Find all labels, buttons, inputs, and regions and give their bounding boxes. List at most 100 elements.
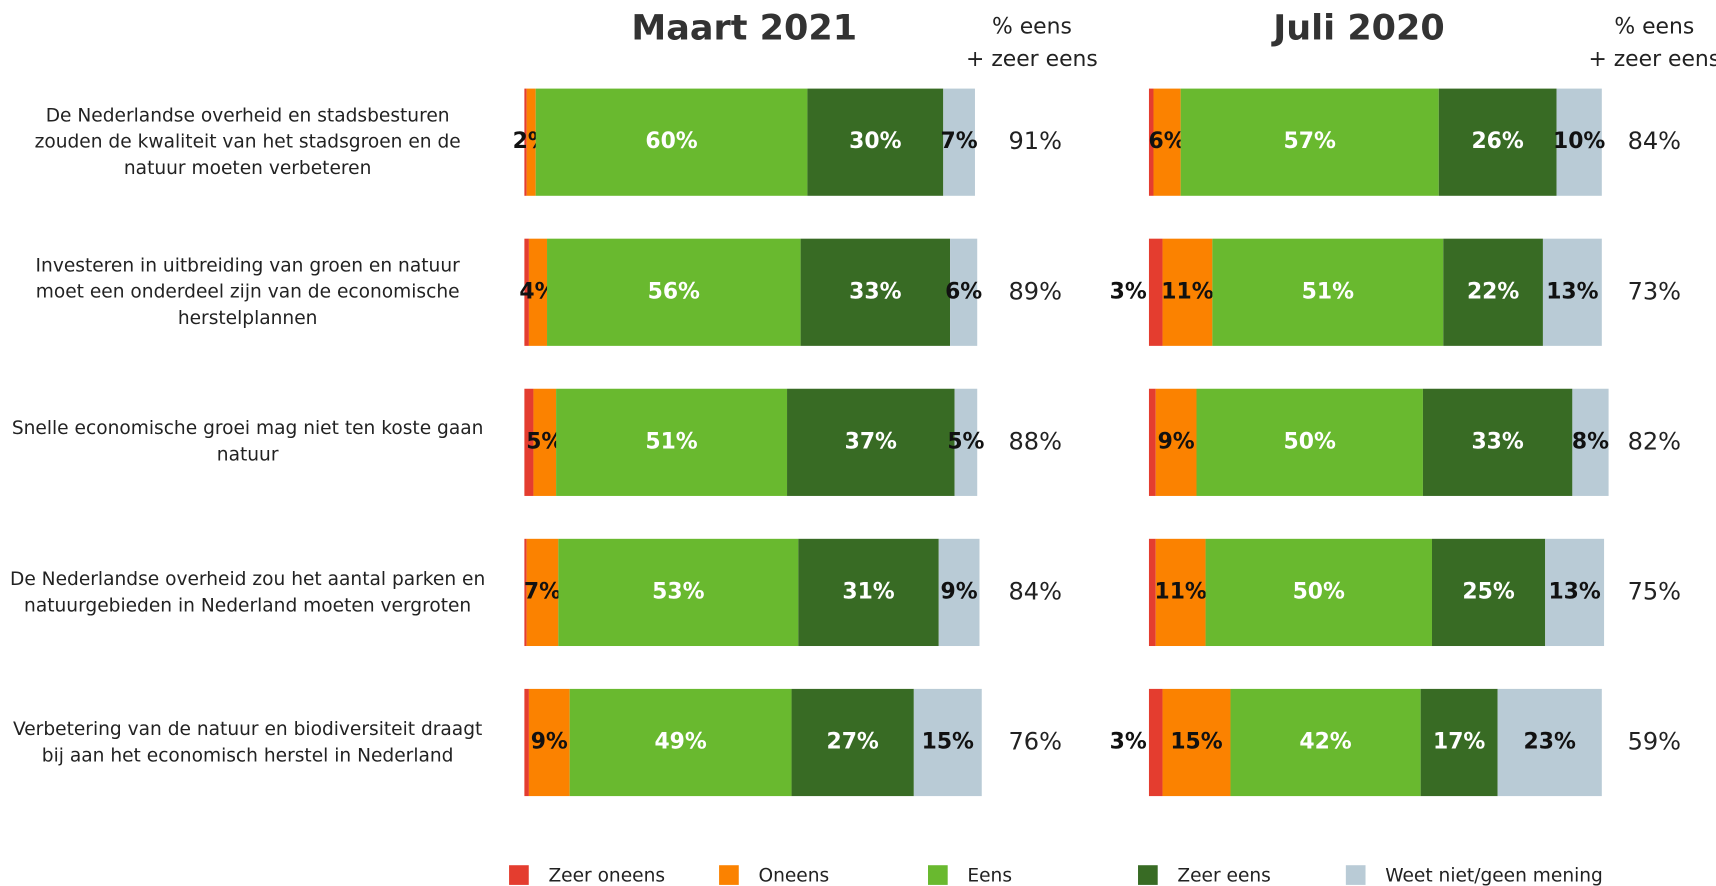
bar-segment xyxy=(1420,688,1498,797)
data-label: 8% xyxy=(1572,429,1609,454)
bar-segment xyxy=(533,388,557,496)
bar-segment xyxy=(1545,538,1605,647)
legend-swatch xyxy=(719,865,739,885)
total-value: 59% xyxy=(1628,727,1681,755)
category-label: De Nederlandse overheid en stadsbesturen… xyxy=(34,105,461,180)
category-label: Verbetering van de natuur en biodiversit… xyxy=(12,718,483,767)
bar-segment xyxy=(1148,388,1156,496)
bar-segment xyxy=(524,688,529,797)
bar-segment xyxy=(1438,88,1557,196)
bar-segment xyxy=(1212,238,1444,346)
category-label-box: De Nederlandse overheid zou het aantal p… xyxy=(10,568,486,617)
data-label: 10% xyxy=(1553,129,1605,154)
bar-segment xyxy=(1556,88,1602,196)
bar-segment xyxy=(547,238,801,346)
data-label: 5% xyxy=(947,429,984,454)
data-label: 57% xyxy=(1284,129,1336,154)
data-label: 53% xyxy=(652,579,704,604)
data-label: 22% xyxy=(1467,279,1519,304)
data-label: 9% xyxy=(941,579,978,604)
bar-segment xyxy=(1148,88,1154,196)
data-label: 33% xyxy=(1471,429,1523,454)
data-label: 17% xyxy=(1433,729,1485,754)
total-value: 76% xyxy=(1008,727,1061,755)
bar-segment xyxy=(938,538,980,647)
data-label: 56% xyxy=(648,279,700,304)
panel-title: Juli 2020 xyxy=(1271,9,1445,49)
total-value: 73% xyxy=(1628,277,1681,305)
legend-swatch xyxy=(928,865,948,885)
legend-label: Eens xyxy=(967,866,1012,886)
data-label: 13% xyxy=(1548,579,1600,604)
bar-segment xyxy=(1148,538,1156,647)
bar-segment xyxy=(943,88,975,196)
bar-segment xyxy=(800,238,951,346)
bar-segment xyxy=(528,688,570,797)
bar-segment xyxy=(1422,388,1573,496)
totals-header: % eens + zeer eens xyxy=(1588,14,1716,72)
data-label: 33% xyxy=(849,279,901,304)
total-value: 82% xyxy=(1628,427,1681,455)
bar-segment xyxy=(954,388,978,496)
bar-segment xyxy=(1148,688,1163,797)
data-label: 60% xyxy=(645,129,697,154)
category-label-box: Verbetering van de natuur en biodiversit… xyxy=(12,718,483,767)
bar-segment xyxy=(1205,538,1432,647)
bar-segment xyxy=(524,388,534,496)
bar-segment xyxy=(1497,688,1602,797)
legend-label: Zeer eens xyxy=(1177,866,1270,886)
data-label: 6% xyxy=(1149,129,1186,154)
total-value: 84% xyxy=(1628,127,1681,155)
data-label: 51% xyxy=(1302,279,1354,304)
bar-segment xyxy=(913,688,982,797)
data-label: 7% xyxy=(941,129,978,154)
data-label: 37% xyxy=(845,429,897,454)
panel-title: Maart 2021 xyxy=(631,9,857,49)
bar-segment xyxy=(569,688,792,797)
bar-segment xyxy=(1431,538,1546,647)
total-value: 89% xyxy=(1008,277,1061,305)
totals-header: % eens + zeer eens xyxy=(966,14,1098,72)
legend-swatch xyxy=(1345,865,1366,885)
legend-swatch xyxy=(1138,865,1158,885)
bar-segment xyxy=(1443,238,1543,346)
bar-segment xyxy=(526,88,536,196)
data-label: 9% xyxy=(1158,429,1195,454)
bar-segment xyxy=(1162,238,1213,346)
data-label: 30% xyxy=(849,129,901,154)
bar-segment xyxy=(1180,88,1439,196)
category-label-box: Snelle economische groei mag niet ten ko… xyxy=(11,418,484,467)
category-label: Snelle economische groei mag niet ten ko… xyxy=(11,418,484,467)
bar-segment xyxy=(798,538,939,647)
category-label-box: De Nederlandse overheid en stadsbesturen… xyxy=(34,105,461,180)
data-label: 7% xyxy=(524,579,561,604)
bar-segment xyxy=(528,238,548,346)
bar-segment xyxy=(524,238,529,346)
data-label: 11% xyxy=(1154,579,1206,604)
bar-segment xyxy=(1155,388,1197,496)
legend-label: Zeer oneens xyxy=(548,866,665,886)
data-label: 50% xyxy=(1284,429,1336,454)
total-value: 75% xyxy=(1628,577,1681,605)
total-value: 84% xyxy=(1008,577,1061,605)
data-label: 42% xyxy=(1299,729,1351,754)
data-label: 9% xyxy=(531,729,568,754)
data-label: 31% xyxy=(842,579,894,604)
total-value: 88% xyxy=(1008,427,1061,455)
bar-segment xyxy=(556,388,788,496)
data-label: 26% xyxy=(1471,129,1523,154)
data-label: 23% xyxy=(1524,729,1576,754)
bar-segment xyxy=(558,538,799,647)
bar-segment xyxy=(1572,388,1609,496)
bar-segment xyxy=(535,88,808,196)
category-label: De Nederlandse overheid zou het aantal p… xyxy=(10,568,486,617)
legend-label: Weet niet/geen mening xyxy=(1385,866,1603,886)
bar-segment xyxy=(787,388,955,496)
bar-segment xyxy=(1153,88,1181,196)
data-label: 25% xyxy=(1462,579,1514,604)
category-label-box: Investeren in uitbreiding van groen en n… xyxy=(35,255,460,330)
bar-segment xyxy=(1542,238,1602,346)
data-label: 49% xyxy=(654,729,706,754)
category-label: Investeren in uitbreiding van groen en n… xyxy=(35,255,460,330)
